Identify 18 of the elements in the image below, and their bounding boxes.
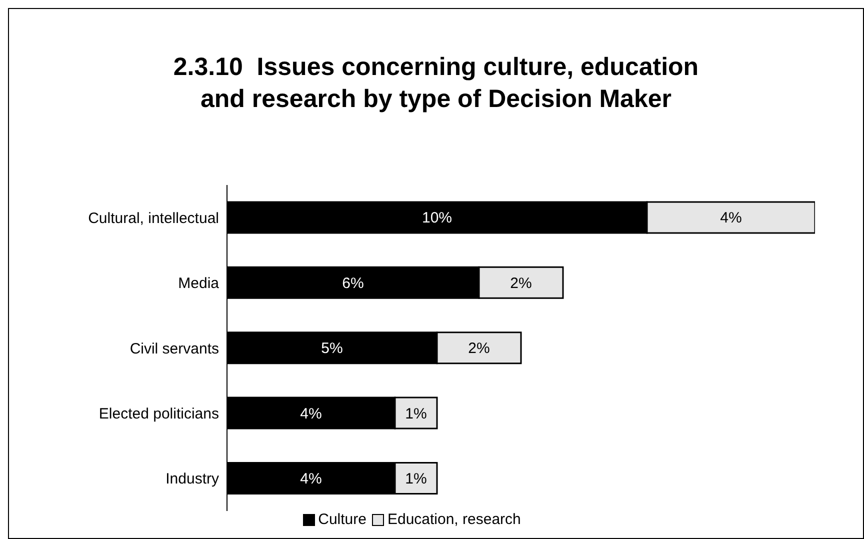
data-label: 1%: [405, 470, 427, 488]
data-label: 1%: [405, 405, 427, 422]
legend-label: Education, research: [386, 511, 521, 528]
legend-label: Culture: [317, 511, 366, 528]
y-tick-label: Cultural, intellectual: [88, 210, 219, 227]
y-tick-label: Elected politicians: [98, 406, 219, 423]
y-tick-label: Civil servants: [130, 340, 219, 358]
data-label: 5%: [321, 340, 343, 358]
data-label: 2%: [510, 274, 532, 292]
data-label: 2%: [468, 340, 490, 358]
data-label: 4%: [720, 210, 742, 227]
data-label: 10%: [422, 210, 452, 227]
data-label: 4%: [300, 405, 322, 422]
y-tick-label: Media: [178, 275, 220, 292]
data-label: 6%: [342, 274, 364, 292]
chart-title: 2.3.10 Issues concerning culture, education and research by type of Decision Maker: [172, 52, 700, 115]
y-tick-label: Industry: [166, 470, 220, 488]
data-label: 4%: [300, 470, 322, 488]
